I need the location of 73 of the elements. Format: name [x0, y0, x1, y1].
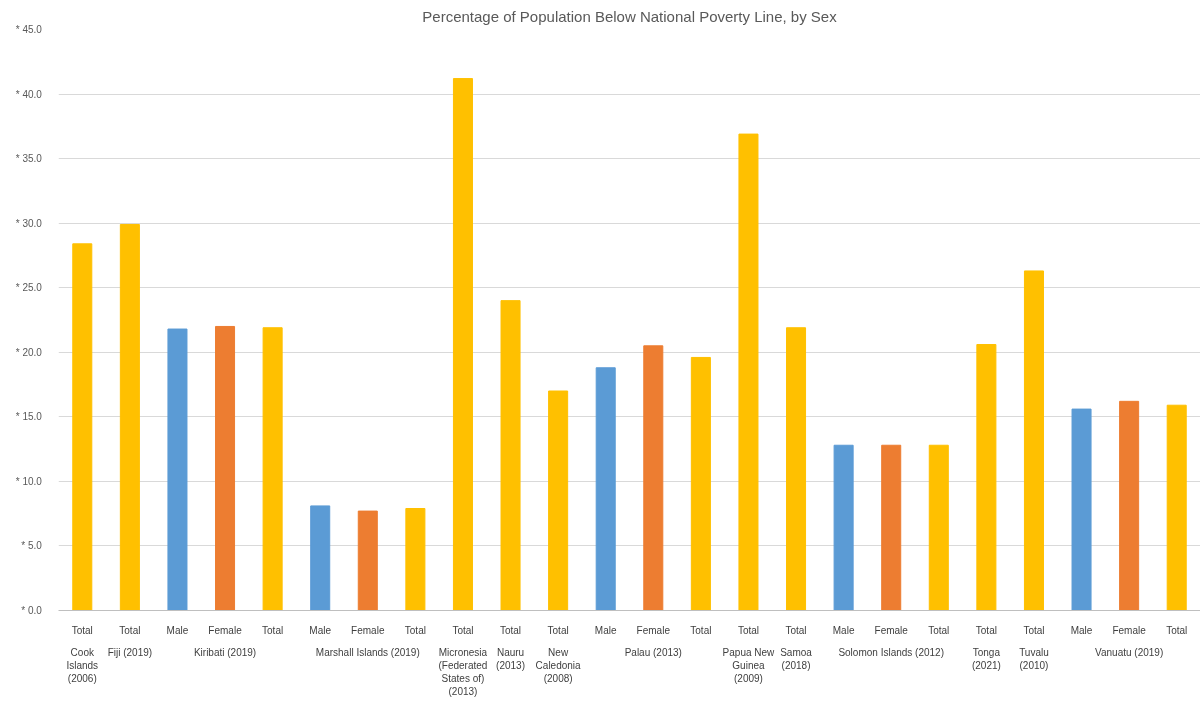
bar — [1071, 408, 1092, 611]
x-tick-label: Male — [1070, 624, 1093, 636]
bar — [1166, 404, 1187, 611]
x-tick-label: Male — [166, 624, 189, 636]
x-tick-label: Total — [1166, 624, 1188, 636]
x-tick-label: Total — [928, 624, 950, 636]
bar — [643, 345, 664, 611]
x-tick-label: Total — [119, 624, 141, 636]
y-tick-label: * 20.0 — [15, 346, 43, 358]
text: Kiribati (2019) — [193, 646, 257, 658]
bar — [72, 243, 93, 611]
text: Papua New Guinea (2009) — [722, 646, 776, 684]
x-tick-label: Female — [636, 624, 671, 636]
text: Solomon Islands (2012) — [838, 646, 945, 658]
chart-title: Percentage of Population Below National Poverty Line, by Sex — [422, 7, 838, 25]
bar — [310, 505, 331, 611]
y-tick-label: * 10.0 — [15, 475, 43, 487]
text: Cook Islands (2006) — [66, 646, 99, 684]
bar — [500, 300, 521, 611]
x-tick-label: Total — [975, 624, 997, 636]
text: Marshall Islands (2019) — [315, 646, 420, 658]
y-tick-label: * 45.0 — [15, 24, 43, 35]
bar — [928, 444, 949, 611]
x-tick-label: Total — [547, 624, 569, 636]
x-tick-label: Male — [594, 624, 617, 636]
bar — [215, 325, 236, 611]
bar — [738, 133, 759, 611]
text: New Caledonia (2008) — [535, 646, 582, 684]
bar — [690, 356, 711, 611]
text: Fiji (2019) — [107, 646, 153, 658]
x-tick-label: Total — [71, 624, 93, 636]
bar — [1023, 270, 1044, 611]
text: Tuvalu (2010) — [1019, 646, 1049, 671]
bar — [357, 510, 378, 611]
x-tick-label: Female — [1112, 624, 1147, 636]
y-tick-label: * 40.0 — [15, 88, 43, 100]
x-tick-label: Male — [309, 624, 332, 636]
x-tick-label: Total — [785, 624, 807, 636]
bar — [595, 367, 616, 611]
x-tick-label: Female — [351, 624, 385, 636]
x-tick-label: Total — [452, 624, 474, 636]
y-tick-label: * 15.0 — [15, 411, 43, 423]
bar — [976, 344, 997, 611]
bar — [119, 223, 140, 611]
bar — [405, 508, 426, 611]
text: Micronesia (Federated States of) (2013) — [438, 646, 488, 698]
bar — [786, 327, 807, 611]
bar — [262, 327, 283, 611]
x-tick-label: Female — [208, 624, 243, 636]
y-tick-label: * 30.0 — [15, 217, 43, 229]
y-tick-label: * 0.0 — [21, 605, 43, 616]
bar — [833, 444, 854, 611]
text: Vanuatu (2019) — [1095, 646, 1164, 658]
text: Tonga (2021) — [971, 646, 1001, 671]
x-tick-label: Total — [1023, 624, 1045, 636]
x-tick-label: Total — [690, 624, 712, 636]
text: Palau (2013) — [624, 646, 682, 658]
bar — [167, 328, 188, 611]
x-tick-label: Total — [262, 624, 284, 636]
bar — [452, 78, 473, 611]
x-tick-label: Female — [874, 624, 909, 636]
y-tick-label: * 25.0 — [15, 282, 43, 294]
x-tick-label: Total — [404, 624, 426, 636]
x-tick-label: Total — [499, 624, 522, 636]
bar — [548, 390, 569, 611]
text: Nauru (2013) — [496, 646, 525, 671]
y-tick-label: * 35.0 — [15, 153, 43, 165]
x-tick-label: Male — [832, 624, 855, 636]
y-tick-label: * 5.0 — [21, 540, 43, 552]
text: Samoa (2018) — [780, 646, 813, 671]
x-tick-label: Total — [737, 624, 760, 636]
bar — [881, 444, 902, 611]
bar — [1119, 400, 1140, 611]
